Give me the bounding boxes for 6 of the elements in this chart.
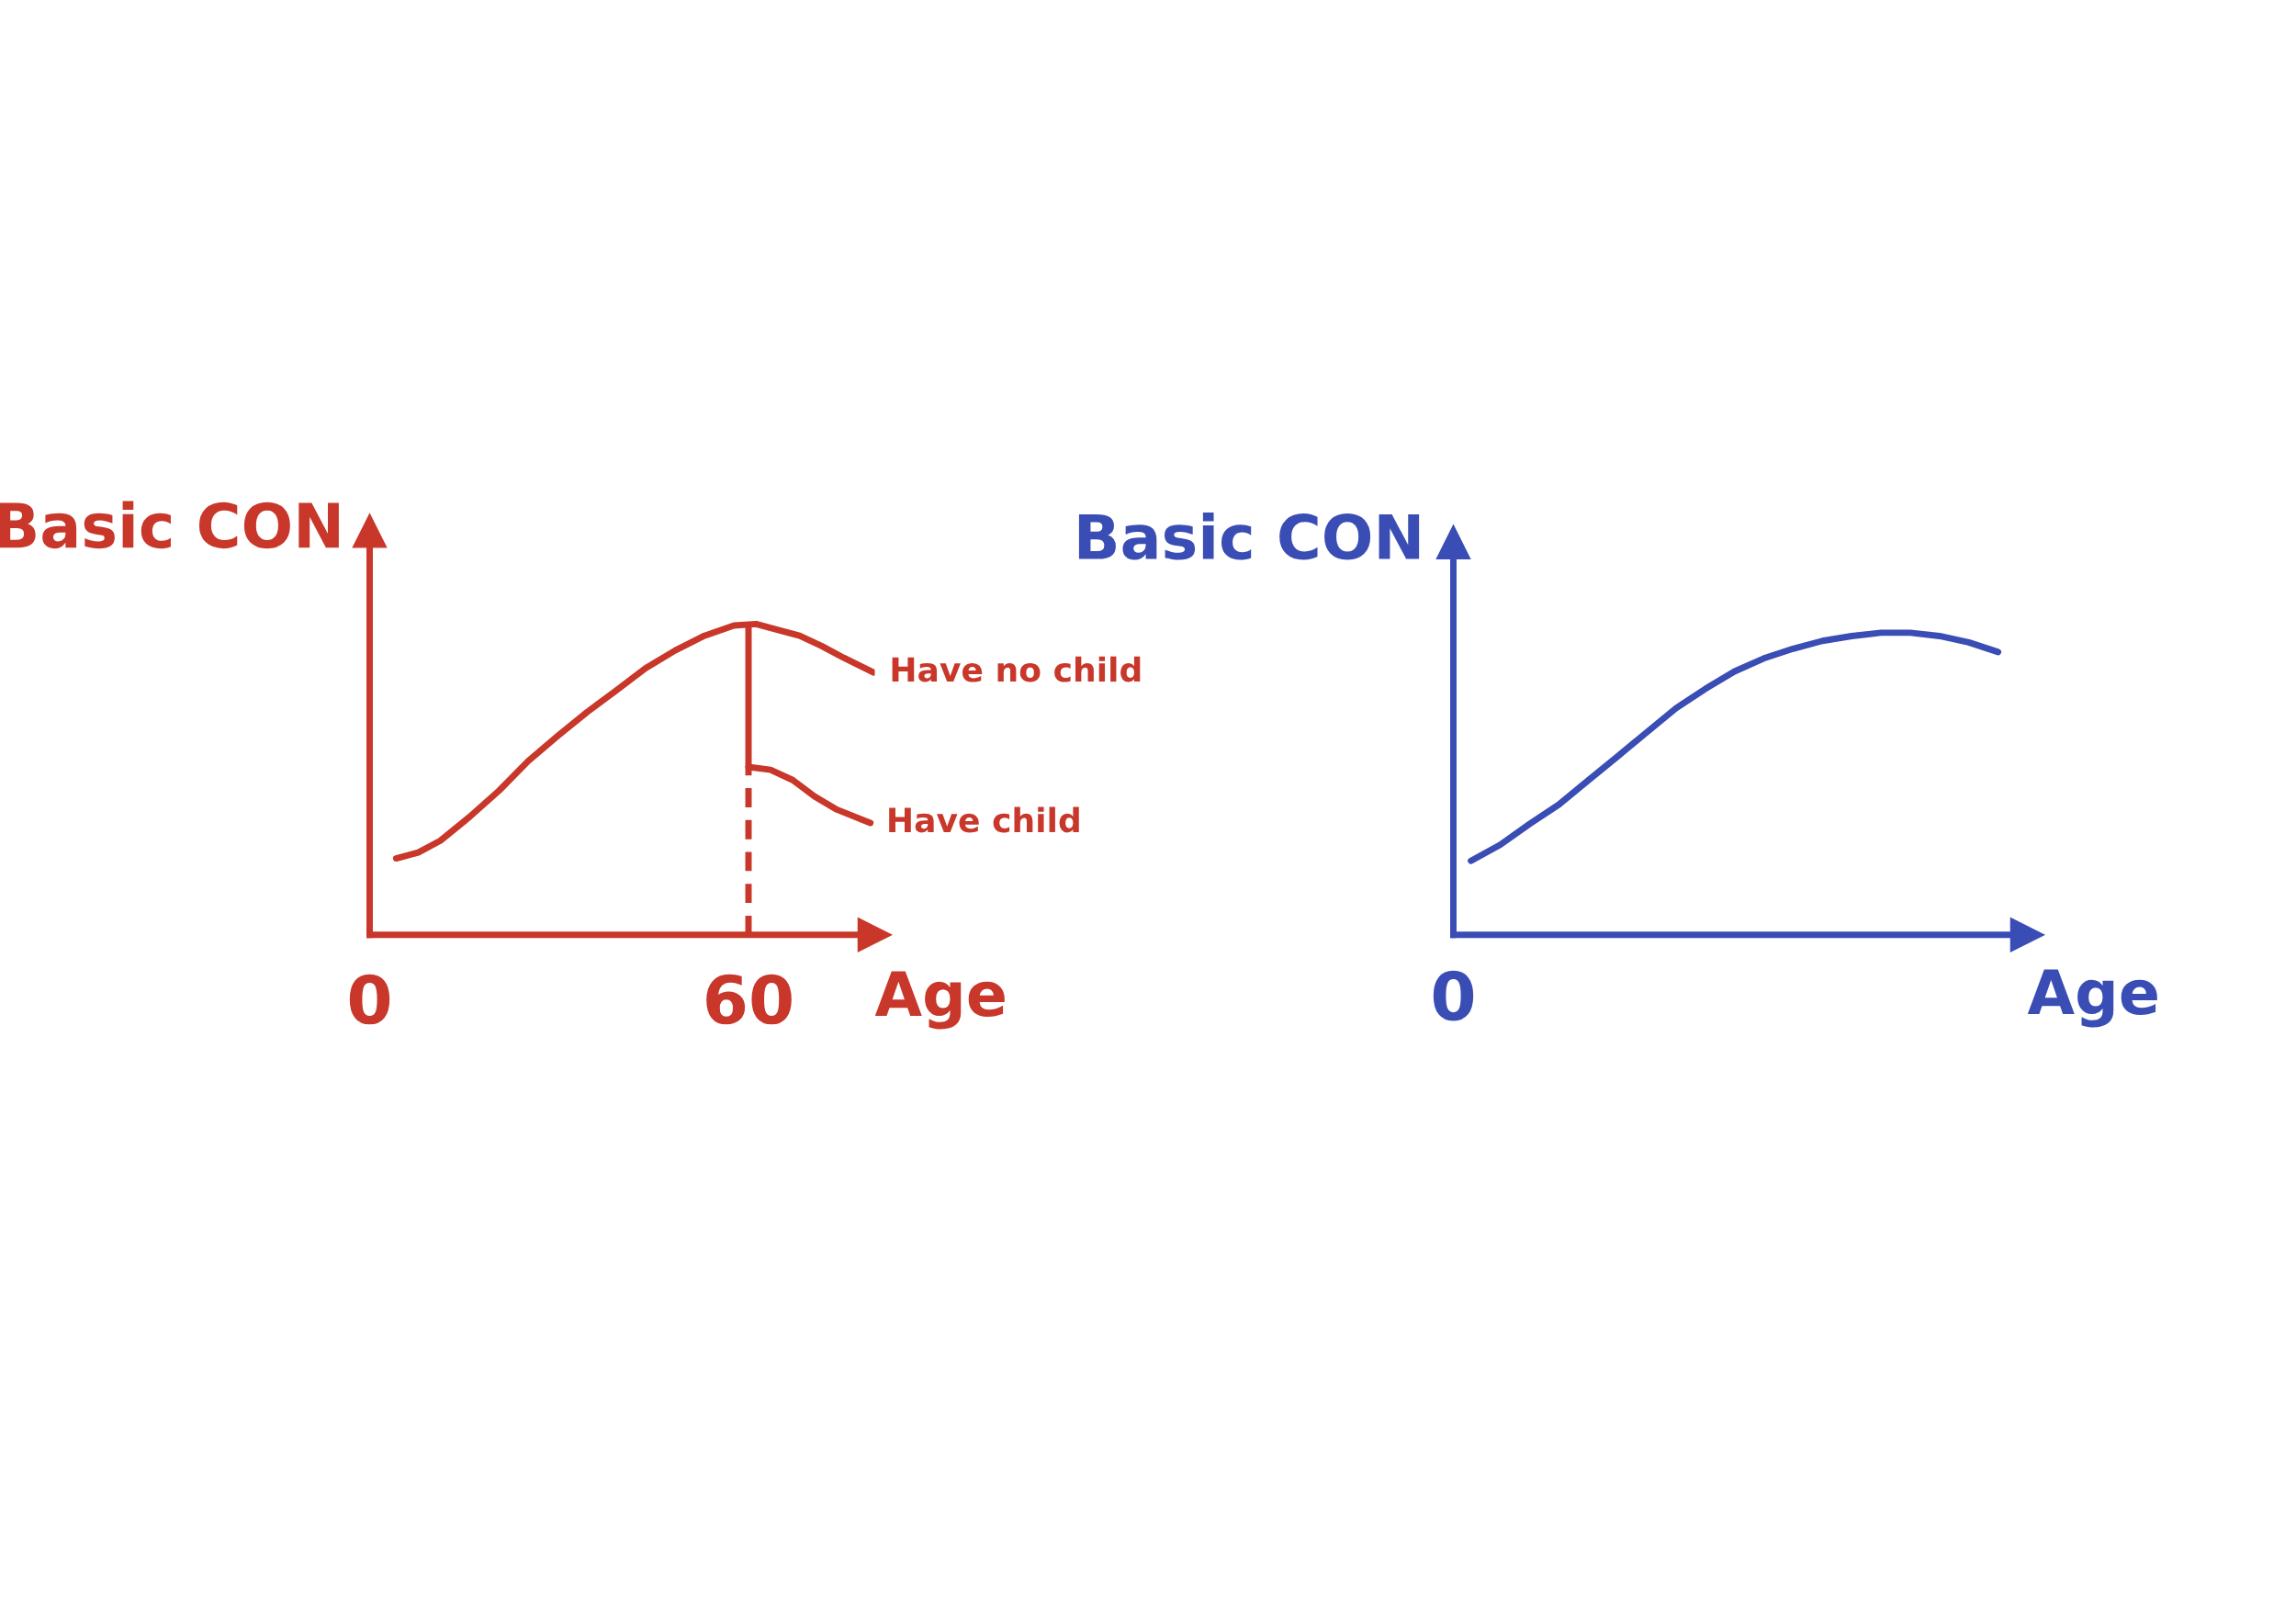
y-axis-title: Basic CON: [1078, 512, 1420, 560]
x-axis-title: Age: [2027, 969, 2157, 1028]
x-tick-label: 60: [706, 974, 792, 1025]
series-label: Have no child: [892, 656, 1141, 682]
x-axis-title: Age: [874, 971, 1005, 1030]
series-label: Have child: [889, 806, 1079, 833]
